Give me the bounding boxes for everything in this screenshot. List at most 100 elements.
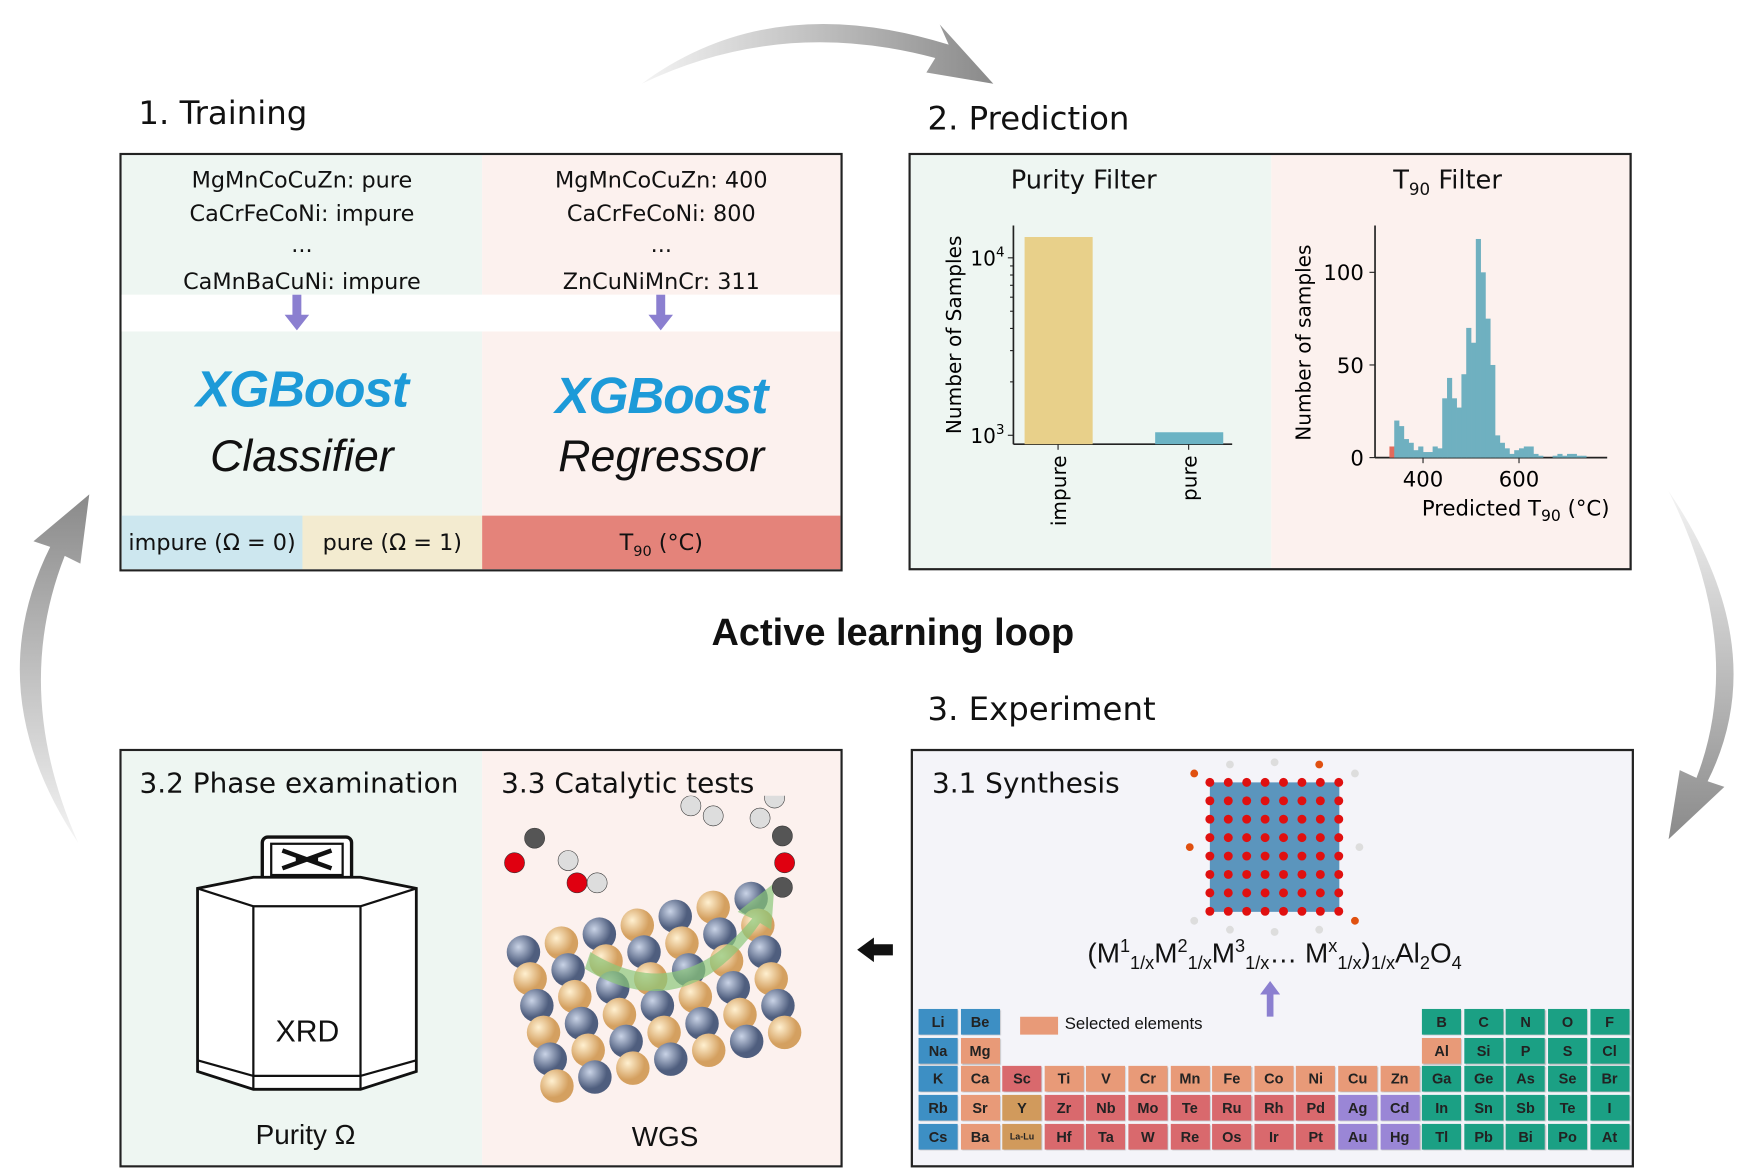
element-re: Re bbox=[1170, 1123, 1210, 1150]
surface-atom bbox=[609, 1024, 643, 1059]
histogram-bin bbox=[1437, 448, 1443, 458]
oxygen-atom bbox=[1223, 833, 1233, 843]
oxygen-atom bbox=[1260, 796, 1270, 806]
surface-atom bbox=[647, 1015, 681, 1050]
element-hf: Hf bbox=[1044, 1123, 1084, 1150]
formula-part: Al bbox=[1395, 937, 1420, 970]
surface-atom bbox=[761, 988, 795, 1023]
regressor-section: MgMnCoCuZn: 400 CaCrFeCoNi: 800 ... ZnCu… bbox=[482, 155, 841, 570]
pure-label: pure (Ω = 1) bbox=[302, 515, 483, 570]
surface-atom bbox=[685, 1006, 719, 1041]
molecule-atom bbox=[504, 852, 525, 874]
element-mo: Mo bbox=[1128, 1094, 1168, 1121]
element-ni: Ni bbox=[1296, 1066, 1336, 1092]
reaction-arrow bbox=[584, 882, 775, 992]
histogram-bin bbox=[1461, 374, 1467, 458]
oxygen-atom bbox=[1315, 796, 1325, 806]
oxygen-atom bbox=[1315, 906, 1325, 916]
element-ge: Ge bbox=[1464, 1066, 1504, 1092]
histogram-bin bbox=[1471, 342, 1477, 458]
formula-part: … M bbox=[1269, 937, 1329, 970]
surface-atom bbox=[506, 935, 541, 969]
element-hg: Hg bbox=[1380, 1123, 1420, 1150]
t90-section bbox=[1271, 155, 1630, 569]
surface-atom bbox=[602, 997, 637, 1032]
oxygen-atom bbox=[1315, 869, 1325, 879]
t90-y-tick-label: 100 bbox=[1323, 260, 1363, 285]
surface-atom bbox=[716, 971, 751, 1005]
oxygen-atom bbox=[1223, 906, 1233, 916]
element-rh: Rh bbox=[1254, 1094, 1294, 1121]
molecule-atom bbox=[566, 872, 588, 894]
t90-label-unit: (°C) bbox=[651, 529, 703, 556]
down-arrow-icon bbox=[648, 294, 674, 331]
t90-x-tick-label: 400 bbox=[1403, 467, 1443, 492]
surface-atom bbox=[1315, 760, 1324, 769]
formula-part: 1/x bbox=[1187, 953, 1212, 974]
oxygen-atom bbox=[1223, 796, 1233, 806]
surface-atom bbox=[1270, 928, 1279, 936]
loop-title: Active learning loop bbox=[711, 611, 1075, 655]
oxygen-atom bbox=[1205, 814, 1215, 824]
molecule-atom bbox=[680, 795, 702, 817]
surface-atom bbox=[533, 1042, 567, 1076]
histogram-bin bbox=[1571, 453, 1577, 458]
element-ba: Ba bbox=[960, 1123, 1000, 1150]
purity-y-axis-label: Number of Samples bbox=[942, 236, 966, 435]
up-arrow-icon bbox=[1260, 981, 1281, 1017]
molecule-atom bbox=[774, 852, 795, 874]
element-k: K bbox=[918, 1066, 958, 1092]
histogram-bin bbox=[1557, 453, 1563, 458]
formula-part: 4 bbox=[1451, 953, 1462, 974]
oxygen-atom bbox=[1315, 888, 1325, 898]
surface-atom bbox=[544, 926, 579, 960]
t90-y-tick-label: 50 bbox=[1337, 353, 1364, 378]
surface-atom bbox=[703, 917, 737, 951]
oxygen-atom bbox=[1242, 777, 1252, 787]
molecule-atom bbox=[557, 850, 579, 871]
element-ga: Ga bbox=[1422, 1066, 1462, 1092]
surface-atom bbox=[513, 962, 547, 996]
t90-filter-title: T90 Filter bbox=[1271, 166, 1624, 199]
purity-y-tick-label: 104 bbox=[970, 246, 1004, 271]
xrd-instrument-icon bbox=[196, 835, 418, 1091]
element-os: Os bbox=[1212, 1123, 1252, 1150]
oxygen-atom bbox=[1315, 833, 1325, 843]
oxygen-atom bbox=[1279, 906, 1288, 916]
arrow-experiment-to-training bbox=[19, 494, 90, 843]
formula-part: O bbox=[1429, 937, 1452, 970]
formula-part: ) bbox=[1361, 937, 1371, 970]
classifier-section: MgMnCoCuZn: pure CaCrFeCoNi: impure ... … bbox=[121, 155, 483, 570]
histogram-bin bbox=[1403, 439, 1409, 458]
histogram-bin bbox=[1528, 446, 1534, 458]
oxygen-atom bbox=[1260, 833, 1270, 843]
oxygen-atom bbox=[1205, 906, 1215, 916]
synthesis-title: 3.1 Synthesis bbox=[931, 766, 1120, 800]
element-la-lu: La-Lu bbox=[1002, 1123, 1042, 1150]
oxygen-atom bbox=[1205, 869, 1215, 879]
element-cs: Cs bbox=[918, 1123, 958, 1150]
xgboost-logo: XGBoost bbox=[195, 359, 409, 418]
surface-atom bbox=[616, 1051, 650, 1085]
oxygen-atom bbox=[1297, 814, 1307, 824]
down-arrow-icon bbox=[284, 294, 310, 331]
catalytic-section bbox=[482, 751, 841, 1166]
oxygen-atom bbox=[1297, 888, 1307, 898]
surface-atom bbox=[640, 988, 675, 1023]
t90-x-axis-label: Predicted T90 (°C) bbox=[1422, 496, 1610, 526]
regressor-sample: CaCrFeCoNi: 800 bbox=[566, 199, 756, 227]
oxygen-atom bbox=[1297, 906, 1307, 916]
arrow-training-to-prediction bbox=[641, 23, 994, 84]
oxygen-atom bbox=[1279, 777, 1288, 787]
histogram-bin bbox=[1442, 398, 1448, 458]
catalytic-title: 3.3 Catalytic tests bbox=[501, 766, 755, 800]
divider-strip bbox=[121, 294, 841, 332]
t90-label-main: T bbox=[619, 529, 634, 556]
element-cr: Cr bbox=[1128, 1066, 1168, 1092]
oxygen-atom bbox=[1334, 851, 1344, 861]
formula-part: x bbox=[1328, 936, 1338, 957]
oxygen-atom bbox=[1260, 777, 1270, 787]
oxygen-atom bbox=[1297, 833, 1307, 843]
